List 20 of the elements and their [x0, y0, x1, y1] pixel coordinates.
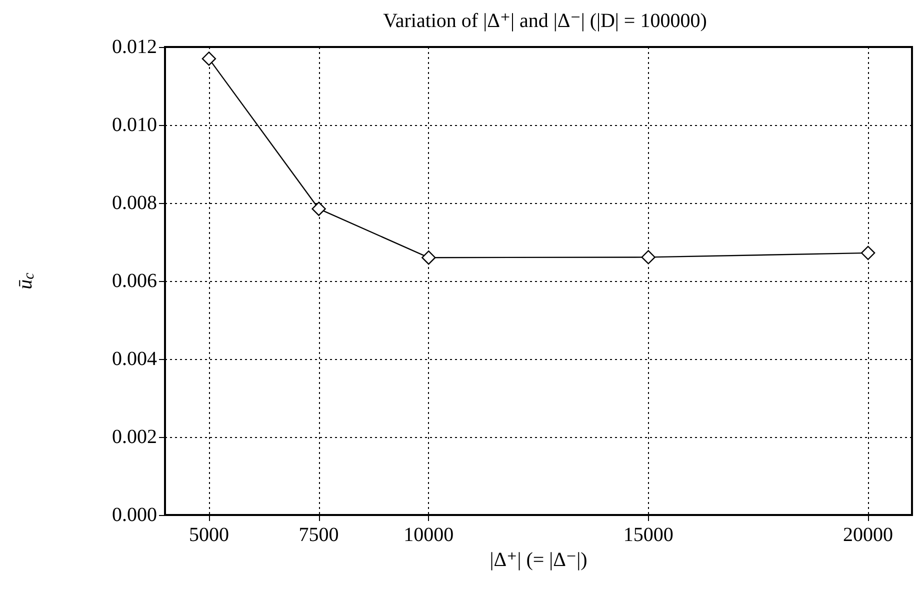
chart-title: Variation of |Δ⁺| and |Δ⁻| (|D| = 100000) — [383, 10, 707, 32]
point — [422, 250, 436, 265]
y-tick-label: 0.004 — [112, 348, 157, 370]
x-axis-title: |Δ⁺| (= |Δ⁻|) — [490, 548, 588, 571]
point — [312, 202, 326, 216]
y-tick-label: 0.006 — [112, 270, 157, 292]
x-tick-label: 5000 — [188, 524, 229, 546]
y-tick-label: 0.010 — [112, 114, 157, 136]
point — [202, 52, 216, 66]
x-tick-label: 7500 — [298, 524, 339, 546]
x-tick-label: 20000 — [843, 524, 894, 546]
x-tick-label: 15000 — [623, 524, 674, 546]
y-tick-label: 0.012 — [112, 36, 157, 58]
y-axis-title: ūc — [14, 272, 38, 290]
point — [860, 246, 876, 260]
point — [641, 250, 656, 264]
x-tick-label: 10000 — [404, 524, 454, 546]
y-tick-label: 0.000 — [112, 504, 157, 526]
y-tick-label: 0.008 — [112, 192, 157, 214]
y-tick-label: 0.002 — [112, 426, 157, 448]
